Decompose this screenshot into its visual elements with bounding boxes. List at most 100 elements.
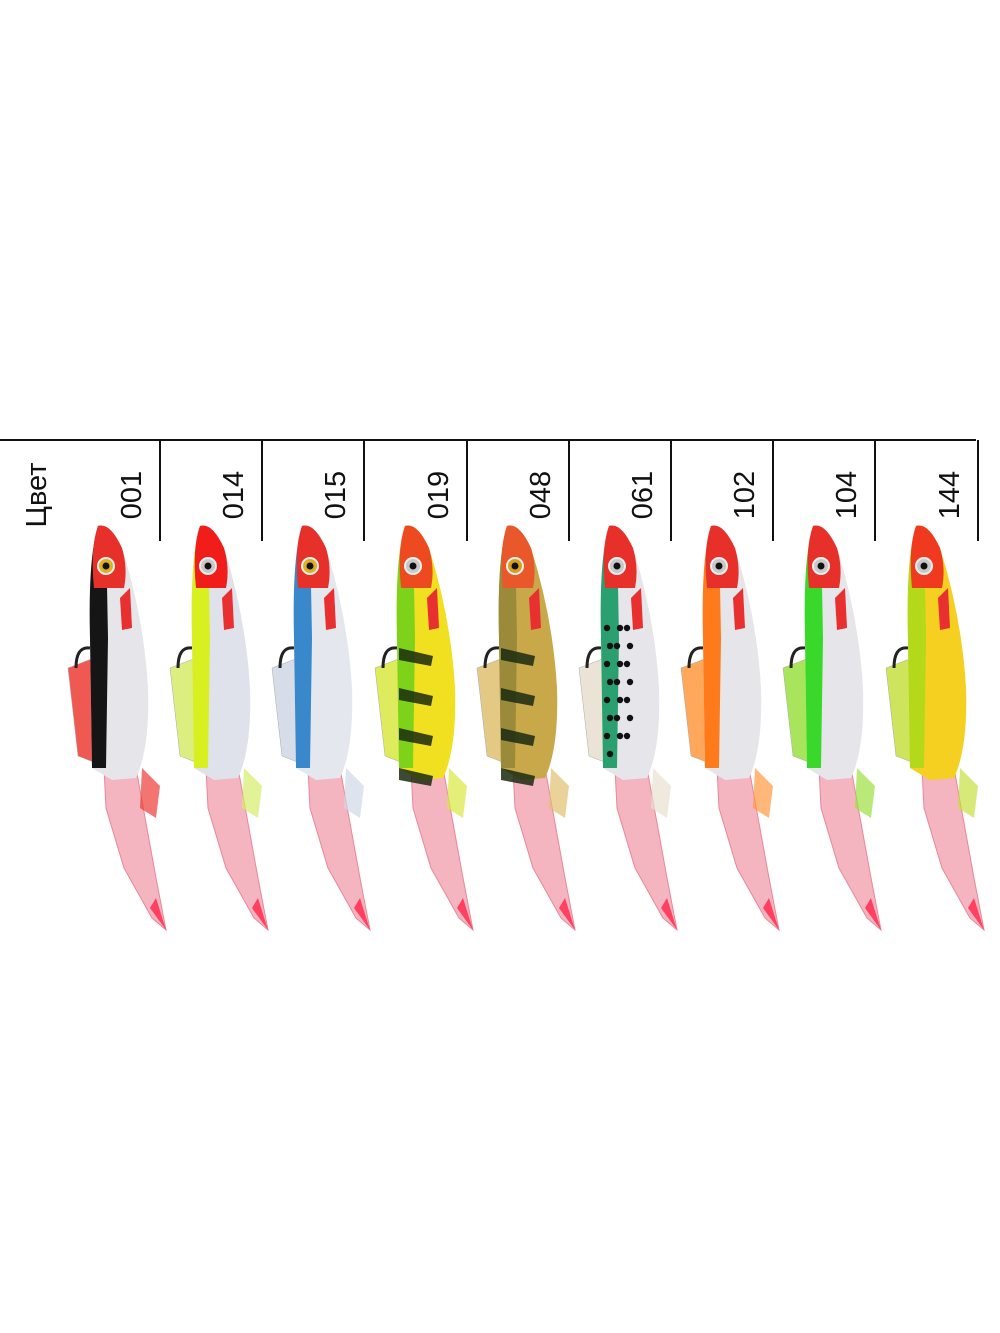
tail-tip <box>456 898 473 930</box>
tail-tip <box>354 898 371 930</box>
head <box>92 525 126 588</box>
pupil <box>102 562 110 570</box>
pectoral-fin <box>835 588 848 630</box>
pupil <box>511 562 519 570</box>
head <box>399 525 433 588</box>
table-top-line <box>0 439 976 441</box>
spot <box>603 660 611 668</box>
hook-loop <box>176 646 193 669</box>
pectoral-fin <box>222 588 235 630</box>
bar-stripe <box>398 688 433 706</box>
hook-loop <box>483 646 500 669</box>
column-divider <box>874 440 877 541</box>
tail-tip <box>661 898 677 930</box>
tail-tip <box>558 898 575 930</box>
head <box>705 525 739 588</box>
tail-fin <box>103 767 167 932</box>
tail-fin <box>921 767 985 932</box>
column-divider <box>670 440 672 541</box>
tail-fin <box>614 767 678 932</box>
bar-stripe <box>500 768 535 786</box>
bar-stripe <box>398 768 433 786</box>
dorsal-fin <box>548 768 569 818</box>
lure-shape <box>169 525 269 932</box>
hook-loop <box>74 646 91 669</box>
spot <box>606 750 614 758</box>
dorsal-fin <box>446 768 467 818</box>
tail-fin <box>307 767 372 932</box>
head <box>501 525 535 588</box>
column-divider <box>976 440 979 541</box>
pectoral-fin <box>528 588 541 630</box>
pupil <box>715 562 723 570</box>
spot <box>623 732 631 740</box>
hook-loop <box>687 646 704 669</box>
lure-shape <box>67 525 167 932</box>
head <box>808 525 841 588</box>
spot <box>623 696 631 704</box>
lure-image-015 <box>268 518 378 938</box>
spot <box>616 660 624 668</box>
pectoral-fin <box>324 588 337 630</box>
bar-stripe <box>500 728 535 746</box>
tail-tip <box>967 898 984 930</box>
lure-shape <box>783 525 883 932</box>
bar-stripe <box>500 648 535 666</box>
pectoral-fin <box>733 588 746 630</box>
lure-image-001 <box>64 518 174 938</box>
lure-image-061 <box>575 518 685 938</box>
spot <box>603 624 611 632</box>
lure-image-144 <box>882 518 992 938</box>
spot <box>616 696 624 704</box>
pupil <box>306 562 314 570</box>
head <box>297 525 330 588</box>
dorsal-fin <box>140 768 160 818</box>
column-divider <box>159 440 161 541</box>
pupil <box>817 562 825 570</box>
spot <box>626 678 634 686</box>
bar-stripe <box>398 648 433 666</box>
lure-shape <box>476 525 576 932</box>
dorsal-fin <box>651 768 671 818</box>
pectoral-fin <box>426 588 439 630</box>
column-divider <box>772 440 775 541</box>
lure-shape <box>374 525 474 932</box>
color-header-label: Цвет <box>21 462 53 528</box>
hook-loop <box>892 646 908 669</box>
pectoral-fin <box>120 588 132 630</box>
spot <box>616 732 624 740</box>
spot <box>603 732 611 740</box>
lure-image-048 <box>473 518 583 938</box>
spot <box>603 696 611 704</box>
tail-tip <box>763 898 780 930</box>
tail-fin <box>818 767 883 932</box>
tail-tip <box>252 898 269 930</box>
tail-fin <box>512 767 576 932</box>
dorsal-fin <box>855 768 876 818</box>
spot <box>623 660 631 668</box>
dorsal-fin <box>242 768 263 818</box>
head <box>603 525 637 588</box>
spot <box>616 624 624 632</box>
pupil <box>204 562 212 570</box>
hook-loop <box>381 646 397 669</box>
lure-image-014 <box>166 518 276 938</box>
column-divider <box>567 440 570 541</box>
head <box>194 525 228 588</box>
spot <box>623 624 631 632</box>
lure-shape <box>680 525 780 932</box>
spot <box>613 714 621 722</box>
lure-shape <box>578 525 678 932</box>
column-divider <box>465 440 468 541</box>
bar-stripe <box>398 728 433 746</box>
pupil <box>613 562 621 570</box>
hook-loop <box>585 646 602 669</box>
spot <box>606 678 614 686</box>
lure-shape <box>272 525 372 932</box>
dorsal-fin <box>957 768 978 818</box>
bar-stripe <box>500 688 535 706</box>
pupil <box>409 562 417 570</box>
lure-image-104 <box>779 518 889 938</box>
lure-image-102 <box>677 518 787 938</box>
lure-image-019 <box>371 518 481 938</box>
